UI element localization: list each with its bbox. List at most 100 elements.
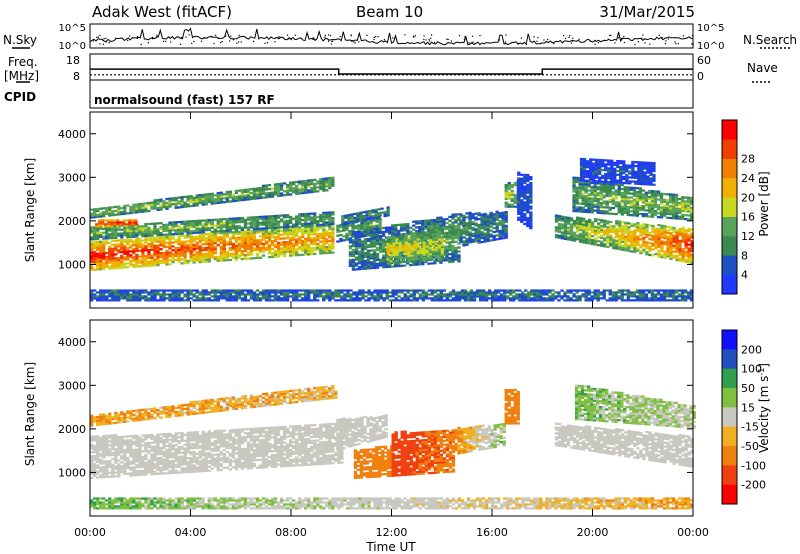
heatmap-cell (134, 219, 138, 222)
heatmap-cell (471, 221, 475, 224)
heatmap-cell (369, 253, 374, 256)
heatmap-cell (671, 193, 676, 196)
heatmap-cell (498, 231, 502, 234)
heatmap-cell (322, 187, 326, 190)
heatmap-cell (279, 214, 284, 217)
heatmap-cell (687, 255, 691, 258)
heatmap-cell (249, 235, 254, 238)
heatmap-cell (222, 222, 226, 225)
heatmap-cell (636, 239, 640, 242)
heatmap-cell (416, 246, 420, 249)
heatmap-cell (654, 239, 658, 242)
heatmap-cell (331, 245, 335, 248)
heatmap-cell (407, 248, 411, 252)
heatmap-cell (569, 229, 574, 232)
heatmap-cell (607, 177, 611, 180)
heatmap-cell (663, 225, 667, 228)
heatmap-cell (189, 251, 193, 255)
heatmap-cell (288, 229, 293, 232)
heatmap-cell (201, 258, 205, 262)
heatmap-cell (378, 250, 383, 253)
noise-tick-bottom-left: 10^0 (59, 41, 86, 52)
heatmap-cell (622, 181, 626, 185)
heatmap-cell (572, 188, 576, 191)
heatmap-cell (117, 251, 121, 254)
heatmap-cell (401, 257, 405, 260)
heatmap-cell (381, 250, 386, 253)
heatmap-cell (225, 194, 229, 198)
heatmap-cell (195, 202, 199, 205)
heatmap-cell (607, 159, 611, 162)
heatmap-cell (279, 192, 284, 195)
heatmap-cell (520, 173, 524, 176)
heatmap-cell (198, 247, 202, 250)
heatmap-cell (295, 192, 299, 195)
heatmap-cell (501, 227, 505, 230)
heatmap-cell (159, 261, 163, 265)
heatmap-cell (210, 254, 214, 257)
heatmap-cell (439, 226, 443, 229)
heatmap-cell (319, 219, 323, 223)
heatmap-cell (102, 215, 106, 218)
heatmap-cell (486, 230, 490, 233)
heatmap-cell (520, 201, 524, 204)
heatmap-cell (404, 247, 408, 250)
heatmap-cell (177, 254, 181, 257)
noise-search-dot (505, 34, 507, 36)
heatmap-cell (598, 158, 602, 162)
heatmap-cell (448, 233, 452, 236)
heatmap-cell (153, 293, 157, 296)
heatmap-cell (234, 199, 239, 202)
heatmap-cell (120, 246, 124, 250)
heatmap-cell (690, 259, 694, 263)
heatmap-cell (279, 218, 284, 221)
heatmap-cell (192, 239, 196, 243)
heatmap-cell (687, 261, 691, 264)
heatmap-cell (252, 224, 257, 227)
heatmap-cell (216, 191, 220, 195)
heatmap-cell (684, 235, 688, 238)
heatmap-cell (590, 205, 594, 208)
heatmap-cell (138, 229, 142, 232)
heatmap-cell (189, 199, 193, 202)
heatmap-cell (421, 221, 425, 225)
heatmap-cell (347, 213, 351, 217)
heatmap-cell (419, 249, 423, 253)
heatmap-cell (153, 207, 157, 210)
heatmap-cell (507, 184, 511, 187)
heatmap-cell (465, 222, 469, 225)
heatmap-cell (440, 257, 445, 261)
heatmap-cell (666, 239, 670, 242)
noise-search-dot (236, 42, 238, 44)
heatmap-cell (434, 250, 439, 253)
heatmap-cell (448, 249, 452, 252)
heatmap-cell (96, 213, 100, 217)
heatmap-cell (210, 252, 214, 255)
heatmap-cell (646, 167, 650, 170)
heatmap-cell (445, 253, 449, 256)
heatmap-cell (120, 243, 124, 246)
heatmap-cell (507, 182, 511, 185)
heatmap-cell (255, 187, 260, 190)
heatmap-cell (189, 226, 193, 229)
heatmap-cell (578, 196, 582, 199)
noise-search-dot (404, 34, 406, 36)
heatmap-cell (606, 245, 610, 248)
heatmap-cell (480, 240, 484, 244)
heatmap-cell (613, 169, 617, 172)
heatmap-cell (147, 239, 151, 242)
heatmap-cell (520, 179, 524, 182)
noise-search-dot (105, 41, 107, 43)
heatmap-cell (273, 255, 278, 258)
heatmap-cell (445, 247, 449, 250)
heatmap-cell (617, 189, 621, 192)
heatmap-cell (520, 189, 524, 192)
heatmap-cell (621, 246, 625, 249)
heatmap-cell (575, 228, 580, 231)
heatmap-cell (231, 217, 236, 220)
noise-search-dot (108, 42, 110, 44)
heatmap-cell (606, 220, 610, 223)
heatmap-cell (165, 227, 169, 230)
heatmap-cell (285, 183, 290, 187)
heatmap-cell (313, 241, 317, 244)
